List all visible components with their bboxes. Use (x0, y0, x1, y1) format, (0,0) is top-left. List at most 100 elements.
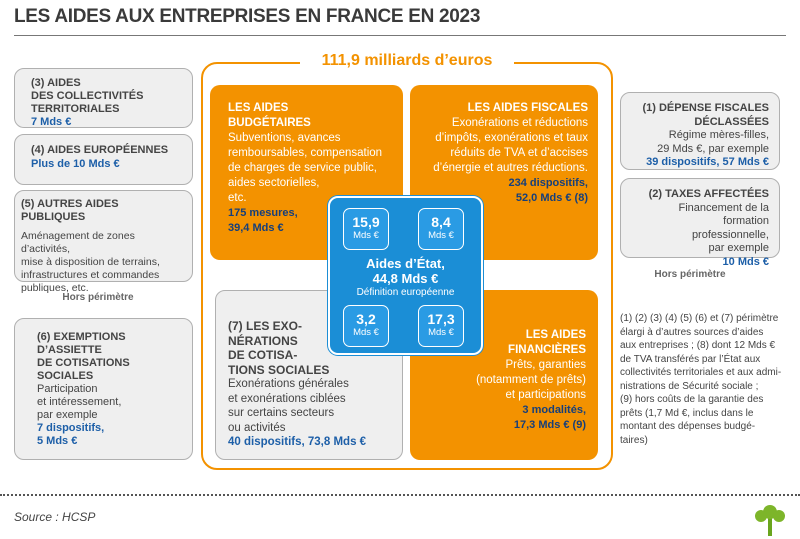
footnote-line: nistrations de Sécurité sociale ; (620, 380, 759, 392)
box-title: BUDGÉTAIRES (228, 117, 311, 129)
state-aid-cell: 3,2 Mds € (343, 305, 389, 347)
box-title: D’ASSIETTE (37, 344, 102, 356)
state-aid-box: 15,9 Mds €8,4 Mds €3,2 Mds €17,3 Mds € Aides … (328, 196, 483, 355)
box-amount: 3 modalités, (522, 404, 586, 416)
box-title: DE COTISATIONS (37, 357, 130, 369)
box-body: réduits de TVA et d’accises (450, 147, 588, 159)
state-aid-cell: 8,4 Mds € (418, 208, 464, 250)
box-body: et participations (505, 389, 586, 401)
box-title: DES COLLECTIVITÉS (31, 90, 144, 102)
box-body: infrastructures et commandes (21, 269, 160, 281)
info-box: (2) TAXES AFFECTÉES Financement de la for… (620, 178, 780, 268)
info-box: LES AIDES FISCALES Exonérations et réduct… (410, 85, 598, 260)
footnote-line: (9) hors coûts de la garantie des (620, 394, 764, 405)
box-title: FINANCIÈRES (508, 344, 586, 356)
info-box: (5) AUTRES AIDES PUBLIQUES Aménagement de … (14, 190, 193, 294)
box-title: (5) AUTRES AIDES (21, 198, 119, 210)
box-amount: 17,3 Mds € (9) (513, 419, 586, 431)
box-body: et exonérations ciblées (228, 392, 346, 405)
box-body: mise à disposition de terrains, (21, 256, 160, 268)
logo (755, 505, 785, 536)
box-body: remboursables, compensation (228, 147, 383, 159)
box-body: ou activités (228, 421, 286, 434)
box-title: TERRITORIALES (31, 103, 120, 115)
state-aid-subtitle: Définition européenne (356, 287, 455, 298)
cell-value: 15,9 (352, 214, 380, 230)
title-rule (14, 35, 786, 36)
box-amount: 40 dispositifs, 73,8 Mds € (228, 436, 367, 448)
cell-unit: Mds € (353, 327, 379, 338)
box-body: 29 Mds €, par exemple (657, 142, 769, 155)
cell-unit: Mds € (428, 327, 454, 338)
box-title: DE COTISA- (228, 348, 298, 362)
box-title: LES AIDES (525, 329, 586, 341)
box-body: et intéressement, (37, 396, 122, 408)
box-title: (7) LES EXO- (228, 319, 303, 333)
box-body: Régime mères-filles, (668, 129, 769, 141)
info-box: (1) DÉPENSE FISCALES DÉCLASSÉES Régime mèr… (620, 92, 780, 170)
footnote-line: (1) (2) (3) (4) (5) (6) et (7) périmètre (620, 313, 779, 324)
box-body: Prêts, garanties (505, 359, 586, 371)
cell-unit: Mds € (428, 230, 454, 241)
scope-note: Hors périmètre (654, 269, 726, 280)
box-title: (3) AIDES (31, 77, 81, 89)
box-amount: 175 mesures, (228, 207, 298, 219)
state-aid-title: 44,8 Mds € (372, 271, 439, 286)
box-body: d’énergie et autres réductions. (433, 162, 588, 174)
cell-value: 17,3 (427, 311, 455, 327)
box-title: SOCIALES (37, 370, 94, 382)
state-aid-title: Aides d’État, (366, 256, 445, 271)
separator (0, 494, 800, 496)
box-title: (1) DÉPENSE FISCALES (642, 102, 769, 114)
cell-value: 8,4 (431, 214, 451, 230)
footnote-line: montant des dépenses budgé- (620, 421, 756, 432)
box-body: de charges de service public, (228, 162, 377, 174)
footnote: (1) (2) (3) (4) (5) (6) et (7) périmètre… (620, 312, 790, 447)
box-body: Exonérations et réductions (451, 117, 588, 129)
source: Source : HCSP (14, 510, 96, 524)
footnote-line: prêts (1,7 Md €, inclus dans le (620, 407, 754, 419)
box-body: Exonérations générales (228, 378, 349, 390)
footnote-line: aux entreprises ; (8) dont 12 Mds € (620, 340, 776, 351)
box-amount: Plus de 10 Mds € (31, 158, 120, 170)
box-body: publiques, etc. (21, 282, 89, 294)
box-body: par exemple (708, 242, 769, 254)
box-body: sur certains secteurs (228, 407, 335, 419)
box-title: LES AIDES (228, 102, 289, 114)
footnote-line: de TVA transférés par l’État aux (620, 353, 761, 365)
box-amount: 52,0 Mds € (8) (515, 192, 588, 204)
box-amount: 10 Mds € (722, 255, 769, 268)
box-body: Aménagement de zones d’activités, (21, 230, 135, 255)
box-title: NÉRATIONS (228, 333, 298, 348)
box-title: DÉCLASSÉES (694, 115, 769, 128)
box-title: PUBLIQUES (21, 211, 86, 223)
box-body: Participation (37, 383, 98, 395)
box-amount: 5 Mds € (37, 435, 78, 447)
cell-value: 3,2 (356, 311, 376, 327)
footnote-line: taires) (620, 434, 648, 446)
box-body: (notamment de prêts) (476, 374, 586, 386)
state-aid-cell: 15,9 Mds € (343, 208, 389, 250)
footnote-line: collectivités territoriales et aux admi- (620, 367, 782, 378)
box-body: aides sectorielles, (228, 177, 320, 189)
info-box: (3) AIDES DES COLLECTIVITÉS TERRITORIALES 7… (14, 68, 193, 128)
box-title: LES AIDES FISCALES (467, 102, 588, 114)
box-amount: 39,4 Mds € (228, 222, 284, 234)
box-body: par exemple (37, 409, 98, 421)
info-box: (4) AIDES EUROPÉENNES Plus de 10 Mds € (14, 134, 193, 185)
box-amount: 7 Mds € (31, 116, 72, 128)
box-title: (4) AIDES EUROPÉENNES (31, 144, 169, 156)
footnote-line: élargi à d’autres sources d’aides (620, 326, 764, 338)
state-aid-cell: 17,3 Mds € (418, 305, 464, 347)
scope-note: Hors périmètre (62, 292, 134, 303)
box-title: TIONS SOCIALES (228, 362, 330, 377)
box-amount: 7 dispositifs, (37, 422, 105, 434)
box-body: etc. (228, 192, 247, 204)
title: LES AIDES AUX ENTREPRISES EN FRANCE EN 2… (14, 6, 481, 27)
box-body: Subventions, avances (228, 132, 341, 144)
box-amount: 234 dispositifs, (508, 177, 588, 189)
box-title: (6) EXEMPTIONS (37, 331, 126, 343)
box-body: Financement de la formation (678, 201, 770, 228)
info-box: (6) EXEMPTIONS D’ASSIETTE DE COTISATIONS SO… (14, 318, 193, 460)
